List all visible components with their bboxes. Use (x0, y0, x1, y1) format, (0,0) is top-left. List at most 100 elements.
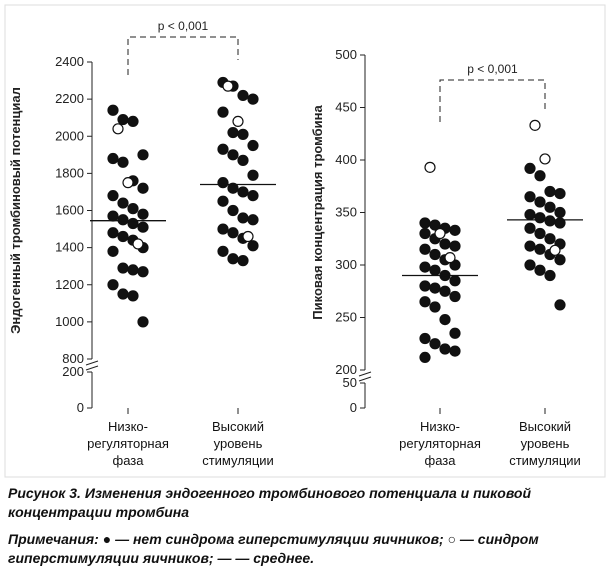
bracket (439, 79, 546, 122)
dot-open (222, 80, 234, 92)
y-tick-label: 200 (62, 364, 84, 379)
dot-filled (439, 238, 451, 250)
dot-filled (419, 332, 431, 345)
dot-filled (534, 196, 546, 208)
dot-open (539, 153, 551, 165)
dot-filled (237, 154, 249, 166)
dot-filled (237, 212, 249, 224)
dot-filled (247, 139, 259, 152)
dot-open (112, 123, 124, 135)
annotation: p < 0,001 (467, 62, 518, 76)
dot-filled (449, 275, 461, 287)
dot-filled (247, 190, 259, 202)
dot-filled (227, 182, 239, 194)
dot-filled (554, 188, 566, 200)
y-tick-label: 1400 (55, 240, 84, 255)
dot-filled (117, 156, 129, 168)
dot-filled (419, 227, 431, 240)
dot-filled (449, 290, 461, 303)
dot-filled (554, 206, 566, 219)
dot-filled (137, 266, 149, 278)
dot-filled (544, 185, 556, 198)
dot-filled (449, 224, 461, 236)
dot-filled (127, 290, 139, 302)
dot-open (549, 244, 561, 256)
dot-filled (127, 264, 139, 276)
dot-open (242, 230, 254, 243)
dot-filled (137, 316, 149, 328)
dot-filled (107, 104, 119, 116)
dot-filled (217, 143, 229, 155)
y-tick-label: 500 (335, 47, 357, 62)
dot-filled (127, 217, 139, 230)
dot-filled (127, 203, 139, 215)
dot-filled (439, 285, 451, 297)
dot-filled (107, 245, 119, 257)
dot-filled (534, 212, 546, 224)
dot-filled (449, 345, 461, 357)
y-tick-label: 1200 (55, 277, 84, 292)
y-tick-label: 450 (335, 100, 357, 115)
y-axis-title: Пиковая концентрация тромбина (310, 105, 325, 320)
dot-filled (419, 261, 431, 273)
dot-filled (534, 243, 546, 255)
dot-filled (429, 282, 441, 294)
dot-filled (554, 299, 566, 311)
frame (4, 4, 606, 478)
dot-open (444, 252, 456, 264)
notes: Примечания: ● — нет синдрома гиперстимул… (8, 531, 539, 566)
dot-filled (429, 248, 441, 261)
dot-filled (524, 259, 536, 271)
dot-filled (117, 230, 129, 243)
dot-filled (237, 186, 249, 198)
x-tick-label: Низко- регуляторная фаза (87, 419, 169, 468)
dot-filled (524, 209, 536, 221)
dot-filled (524, 191, 536, 203)
y-tick-label: 50 (343, 375, 357, 390)
dot-filled (107, 190, 119, 202)
dot-filled (107, 227, 119, 239)
y-tick-label: 250 (335, 310, 357, 325)
dot-filled (419, 243, 431, 255)
dot-filled (137, 149, 149, 161)
dot-filled (429, 338, 441, 350)
y-tick-label: 2200 (55, 91, 84, 106)
y-tick-label: 2000 (55, 128, 84, 143)
dot-filled (237, 89, 249, 102)
dot-filled (127, 115, 139, 128)
dot-open (529, 119, 541, 131)
dot-filled (117, 288, 129, 300)
dot-filled (227, 149, 239, 161)
axis-break (358, 376, 372, 382)
dot-filled (247, 240, 259, 252)
dot-filled (524, 162, 536, 174)
y-axis-title: Эндогенный тромбиновый потенциал (8, 87, 23, 334)
dot-filled (544, 233, 556, 245)
dot-open (424, 161, 436, 173)
dot-filled (227, 204, 239, 217)
dot-filled (449, 327, 461, 339)
axis-break (85, 360, 99, 366)
dot-filled (554, 254, 566, 266)
dot-open (132, 238, 144, 250)
dot-filled (419, 217, 431, 229)
dot-open (232, 115, 244, 128)
dot-filled (534, 227, 546, 240)
dot-filled (117, 214, 129, 226)
y-tick-label: 1000 (55, 314, 84, 329)
dot-filled (117, 197, 129, 209)
dot-filled (217, 245, 229, 257)
dot-filled (449, 240, 461, 252)
dot-filled (429, 301, 441, 313)
dot-open (122, 177, 134, 189)
dot-filled (237, 255, 249, 267)
axis-break (85, 365, 99, 371)
axis-break (358, 371, 372, 377)
dot-filled (419, 351, 431, 363)
dot-filled (217, 106, 229, 118)
y-tick-label: 800 (62, 351, 84, 366)
dot-filled (107, 152, 119, 165)
dot-filled (534, 264, 546, 276)
x-tick-label: Высокий уровень стимуляции (202, 419, 274, 468)
